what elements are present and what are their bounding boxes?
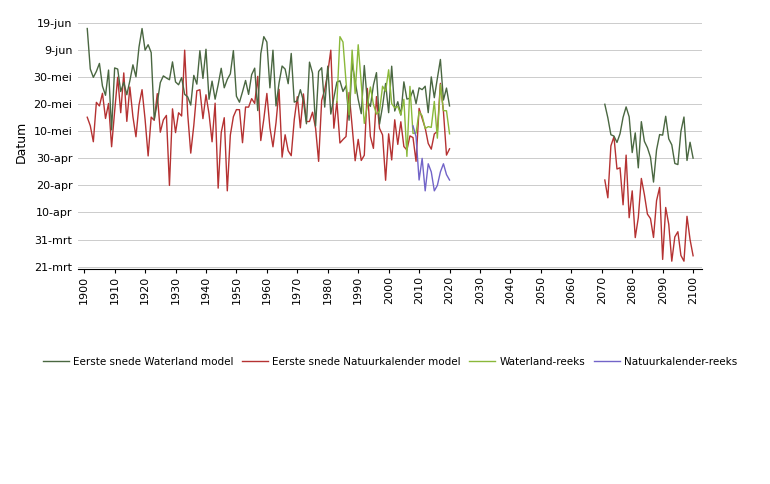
Waterland-reeks bbox=[393, 104, 403, 109]
Line: Waterland-reeks: Waterland-reeks bbox=[337, 37, 450, 156]
Natuurkalender-reeks bbox=[433, 182, 442, 188]
Waterland-reeks bbox=[445, 131, 454, 137]
Eerste snede Waterland model bbox=[107, 127, 116, 133]
Natuurkalender-reeks bbox=[424, 161, 433, 166]
Eerste snede Waterland model bbox=[82, 26, 92, 31]
Waterland-reeks bbox=[439, 108, 448, 114]
Waterland-reeks bbox=[424, 124, 433, 130]
Waterland-reeks bbox=[402, 153, 411, 159]
Waterland-reeks bbox=[442, 108, 451, 114]
Eerste snede Natuurkalender model bbox=[439, 109, 448, 115]
Waterland-reeks bbox=[430, 99, 439, 105]
Eerste snede Natuurkalender model bbox=[445, 146, 454, 151]
Natuurkalender-reeks bbox=[436, 169, 445, 175]
Waterland-reeks bbox=[427, 124, 436, 130]
Waterland-reeks bbox=[414, 109, 424, 115]
Waterland-reeks bbox=[335, 34, 344, 40]
Waterland-reeks bbox=[375, 108, 384, 114]
Y-axis label: Datum: Datum bbox=[15, 121, 28, 163]
Eerste snede Natuurkalender model bbox=[338, 136, 347, 142]
Waterland-reeks bbox=[417, 113, 427, 119]
Eerste snede Natuurkalender model bbox=[375, 125, 384, 131]
Waterland-reeks bbox=[411, 130, 420, 136]
Waterland-reeks bbox=[400, 96, 409, 102]
Waterland-reeks bbox=[390, 105, 400, 111]
Waterland-reeks bbox=[408, 131, 417, 136]
Waterland-reeks bbox=[333, 100, 342, 106]
Eerste snede Waterland model bbox=[335, 78, 344, 84]
Line: Eerste snede Natuurkalender model: Eerste snede Natuurkalender model bbox=[87, 50, 450, 191]
Waterland-reeks bbox=[353, 42, 363, 47]
Waterland-reeks bbox=[372, 111, 381, 117]
Waterland-reeks bbox=[405, 83, 414, 89]
Legend: Eerste snede Waterland model, Eerste snede Natuurkalender model, Waterland-reeks: Eerste snede Waterland model, Eerste sne… bbox=[39, 352, 742, 371]
Waterland-reeks bbox=[338, 39, 347, 45]
Natuurkalender-reeks bbox=[439, 161, 448, 166]
Waterland-reeks bbox=[378, 83, 387, 89]
Waterland-reeks bbox=[420, 126, 430, 132]
Eerste snede Natuurkalender model bbox=[183, 111, 192, 117]
Eerste snede Waterland model bbox=[286, 50, 296, 56]
Eerste snede Natuurkalender model bbox=[82, 114, 92, 120]
Waterland-reeks bbox=[381, 89, 390, 94]
Line: Eerste snede Waterland model: Eerste snede Waterland model bbox=[87, 29, 450, 130]
Eerste snede Waterland model bbox=[445, 103, 454, 109]
Natuurkalender-reeks bbox=[417, 155, 427, 161]
Eerste snede Natuurkalender model bbox=[180, 47, 189, 53]
Eerste snede Waterland model bbox=[183, 94, 192, 100]
Waterland-reeks bbox=[366, 84, 375, 90]
Waterland-reeks bbox=[387, 101, 397, 106]
Waterland-reeks bbox=[384, 67, 393, 73]
Waterland-reeks bbox=[341, 79, 350, 85]
Natuurkalender-reeks bbox=[411, 134, 420, 140]
Natuurkalender-reeks bbox=[442, 172, 451, 178]
Waterland-reeks bbox=[363, 103, 372, 109]
Eerste snede Natuurkalender model bbox=[159, 117, 168, 123]
Eerste snede Waterland model bbox=[372, 70, 381, 76]
Natuurkalender-reeks bbox=[430, 188, 439, 194]
Waterland-reeks bbox=[369, 102, 378, 107]
Eerste snede Waterland model bbox=[162, 75, 171, 81]
Eerste snede Waterland model bbox=[436, 57, 445, 62]
Waterland-reeks bbox=[433, 135, 442, 141]
Natuurkalender-reeks bbox=[420, 188, 430, 194]
Waterland-reeks bbox=[360, 121, 369, 126]
Waterland-reeks bbox=[350, 91, 360, 96]
Waterland-reeks bbox=[347, 47, 357, 53]
Line: Natuurkalender-reeks: Natuurkalender-reeks bbox=[413, 126, 450, 191]
Natuurkalender-reeks bbox=[408, 123, 417, 129]
Eerste snede Natuurkalender model bbox=[223, 188, 232, 194]
Waterland-reeks bbox=[436, 82, 445, 88]
Eerste snede Natuurkalender model bbox=[290, 117, 299, 122]
Waterland-reeks bbox=[344, 112, 353, 118]
Waterland-reeks bbox=[397, 112, 406, 118]
Waterland-reeks bbox=[357, 80, 366, 86]
Natuurkalender-reeks bbox=[427, 169, 436, 175]
Natuurkalender-reeks bbox=[445, 177, 454, 183]
Natuurkalender-reeks bbox=[414, 177, 424, 183]
